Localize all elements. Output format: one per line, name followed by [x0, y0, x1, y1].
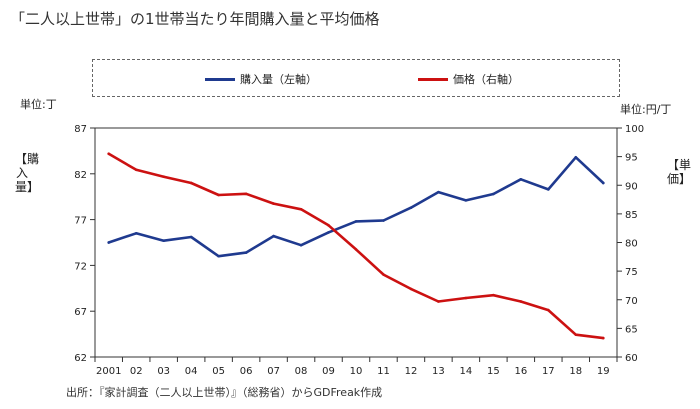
data-point-quantity — [492, 192, 495, 196]
legend-item-series2: 価格（右軸） — [418, 71, 519, 87]
legend-item-series1: 購入量（左軸） — [205, 71, 317, 87]
data-point-price — [492, 293, 495, 297]
data-point-price — [574, 333, 578, 336]
y-right-tick-label: 85 — [625, 210, 638, 221]
x-tick-label: 04 — [185, 366, 198, 377]
data-point-quantity — [382, 219, 385, 222]
data-point-quantity — [354, 220, 358, 223]
data-point-price — [107, 152, 111, 156]
data-point-price — [327, 224, 330, 227]
data-point-price — [382, 273, 385, 276]
data-point-price — [464, 296, 468, 300]
data-point-quantity — [464, 199, 468, 202]
data-point-price — [409, 287, 413, 291]
data-point-price — [519, 300, 523, 303]
x-tick-label: 12 — [405, 366, 418, 377]
x-tick-label: 05 — [212, 366, 225, 377]
data-point-quantity — [437, 190, 440, 194]
data-point-quantity — [134, 232, 138, 235]
data-point-price — [189, 181, 193, 185]
data-point-price — [244, 192, 248, 196]
data-point-price — [272, 202, 275, 205]
x-tick-label: 18 — [569, 366, 582, 377]
legend-swatch-series2 — [418, 77, 448, 81]
data-point-quantity — [547, 188, 550, 191]
legend-swatch-series1 — [205, 77, 235, 81]
x-tick-label: 13 — [432, 366, 445, 377]
series-line-quantity — [107, 156, 605, 258]
y-left-tick-label: 67 — [74, 307, 87, 318]
x-tick-label: 16 — [514, 366, 527, 377]
x-tick-label: 03 — [157, 366, 170, 377]
data-point-quantity — [217, 254, 220, 258]
legend: 購入量（左軸） 価格（右軸） — [92, 59, 620, 97]
y-right-tick-label: 80 — [625, 239, 638, 250]
y-left-tick-label: 82 — [74, 170, 87, 181]
y-right-tick-label: 65 — [625, 324, 638, 335]
y-left-tick-label: 87 — [74, 124, 87, 135]
y-right-tick-label: 60 — [625, 353, 638, 364]
data-point-price — [162, 175, 165, 178]
x-tick-label: 15 — [487, 366, 500, 377]
data-point-quantity — [409, 206, 413, 209]
x-tick-label: 06 — [240, 366, 253, 377]
data-point-quantity — [107, 241, 111, 244]
x-tick-label: 10 — [350, 366, 363, 377]
data-point-quantity — [272, 234, 275, 238]
x-tick-label: 2001 — [96, 366, 121, 377]
x-tick-label: 17 — [542, 366, 555, 377]
data-point-price — [437, 300, 440, 303]
data-point-quantity — [189, 235, 193, 239]
data-point-price — [134, 168, 138, 172]
x-tick-label: 07 — [267, 366, 280, 377]
y-right-tick-label: 90 — [625, 181, 638, 192]
source-note: 出所：『家計調査（二人以上世帯）』（総務省）からGDFreak作成 — [66, 386, 383, 399]
x-tick-label: 14 — [460, 366, 473, 377]
data-point-quantity — [519, 177, 523, 181]
plot-area — [94, 127, 618, 358]
data-point-quantity — [327, 231, 330, 234]
y-right-tick-label: 75 — [625, 267, 638, 278]
x-tick-label: 19 — [597, 366, 610, 377]
y-right-tick-label: 95 — [625, 153, 638, 164]
x-tick-label: 11 — [377, 366, 390, 377]
data-point-quantity — [244, 251, 248, 254]
data-point-price — [217, 193, 220, 197]
unit-right: 単位:円/丁 — [620, 103, 672, 116]
x-tick-label: 08 — [295, 366, 308, 377]
legend-label-series1: 購入量（左軸） — [240, 73, 317, 86]
x-tick-label: 09 — [322, 366, 335, 377]
data-point-price — [601, 336, 605, 340]
x-tick-label: 02 — [130, 366, 143, 377]
data-point-quantity — [574, 156, 578, 159]
data-point-price — [547, 308, 550, 312]
y-left-tick-label: 62 — [74, 353, 87, 364]
legend-label-series2: 価格（右軸） — [453, 73, 519, 86]
data-point-price — [299, 207, 303, 211]
data-point-price — [354, 248, 358, 251]
y-right-tick-label: 100 — [625, 124, 644, 135]
unit-left: 単位:丁 — [20, 98, 57, 111]
data-point-quantity — [601, 181, 605, 185]
data-point-quantity — [299, 243, 303, 247]
y-left-tick-label: 77 — [74, 216, 87, 227]
y-right-tick-label: 70 — [625, 296, 638, 307]
data-point-quantity — [162, 239, 165, 242]
chart-title: 「二人以上世帯」の1世帯当たり年間購入量と平均価格 — [10, 10, 380, 28]
y-left-tick-label: 72 — [74, 261, 87, 272]
